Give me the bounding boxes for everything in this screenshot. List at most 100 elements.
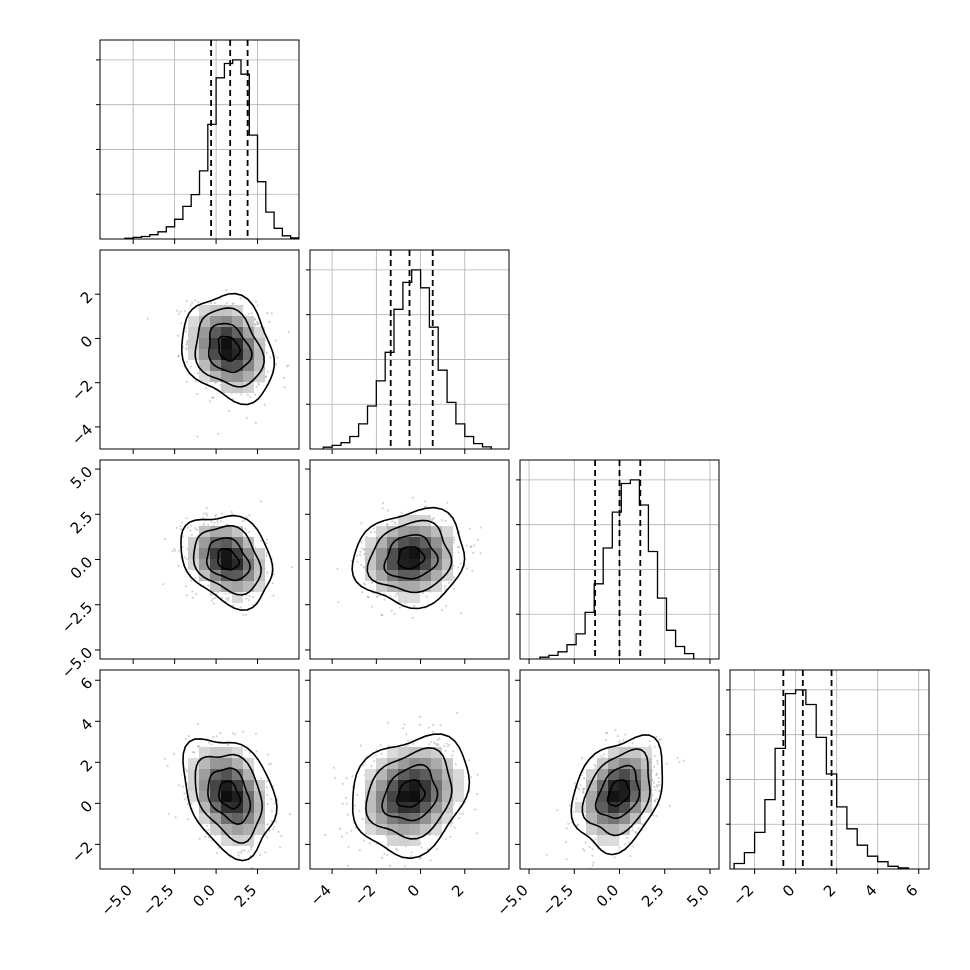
density-cell [232, 327, 243, 338]
contour-line [365, 746, 453, 840]
scatter-point [396, 849, 399, 852]
scatter-point [476, 773, 479, 776]
density-cell [221, 559, 232, 570]
density-cell [232, 758, 243, 769]
scatter-point [430, 740, 433, 743]
scatter-point [260, 539, 263, 542]
density-cell [232, 835, 243, 846]
scatter-point [444, 749, 447, 753]
density-cell [442, 769, 453, 780]
scatter-point [227, 743, 230, 747]
scatter-point [219, 732, 222, 735]
y-tick-label: 2.5 [67, 508, 97, 538]
scatter-point [191, 301, 194, 304]
density-cell [431, 769, 442, 780]
scatter-point [196, 745, 200, 748]
scatter-point [177, 549, 180, 552]
scatter-point [657, 781, 660, 784]
scatter-point [231, 513, 234, 516]
density-cell [210, 526, 221, 537]
scatter-point [283, 376, 286, 379]
scatter-point [453, 536, 456, 539]
density-cell [243, 327, 254, 338]
density-cell [243, 548, 254, 559]
density-cell [254, 780, 265, 791]
scatter-point [243, 849, 246, 852]
scatter-point [469, 545, 472, 548]
density-cell [221, 747, 232, 758]
scatter-point [189, 304, 192, 307]
x-tick-label: −5.0 [493, 881, 531, 919]
scatter-point [436, 877, 438, 879]
scatter-point [249, 396, 252, 399]
x-tick-label: −2.5 [539, 881, 577, 919]
scatter-point [186, 340, 189, 343]
density-cell [365, 548, 376, 559]
scatter-point [665, 762, 668, 765]
contour-line [366, 519, 453, 594]
scatter-point [205, 506, 208, 509]
density-cell [431, 802, 442, 813]
x-tick-label: 0.0 [189, 881, 219, 911]
scatter-point [658, 738, 661, 741]
scatter-point [395, 847, 398, 851]
scatter-point [221, 596, 224, 600]
scatter-point [658, 790, 661, 793]
contour-line [192, 525, 262, 596]
scatter-point [366, 595, 369, 599]
scatter-point [273, 802, 277, 805]
scatter-point [270, 820, 273, 823]
scatter-point [654, 788, 657, 792]
density-cell [387, 526, 398, 537]
scatter-point [266, 551, 269, 555]
scatter-point [230, 510, 233, 513]
scatter-point [594, 766, 597, 770]
scatter-point [471, 569, 474, 572]
scatter-point [215, 851, 218, 855]
scatter-point [205, 386, 208, 390]
scatter-point [583, 777, 586, 780]
density-cell [221, 581, 232, 592]
scatter-point [584, 841, 587, 844]
scatter-point [277, 830, 280, 834]
scatter-point [381, 614, 384, 617]
scatter-point [285, 365, 288, 368]
scatter-point [430, 519, 433, 522]
scatter-point [184, 330, 187, 333]
density-cell [210, 327, 221, 338]
scatter-point [452, 750, 455, 753]
density-cell [210, 570, 221, 581]
density-cell [431, 581, 442, 592]
scatter-point [195, 528, 198, 532]
scatter-point [582, 791, 585, 794]
scatter-point [564, 840, 567, 844]
scatter-point [659, 789, 662, 792]
density-cell [630, 813, 641, 824]
scatter-point [185, 517, 188, 520]
scatter-point [263, 403, 266, 406]
density-cell [420, 581, 431, 592]
density-cell [199, 371, 210, 382]
scatter-point [380, 613, 383, 616]
scatter-point [190, 534, 193, 537]
scatter-point [185, 342, 189, 345]
density-cell [641, 769, 652, 780]
scatter-point [268, 320, 271, 323]
scatter-point [196, 435, 199, 438]
scatter-point [283, 386, 286, 389]
density-cell [210, 791, 221, 802]
density-cell [199, 802, 210, 813]
x-tick-label: 0 [779, 881, 798, 900]
scatter-point [401, 727, 405, 730]
scatter-point [212, 735, 215, 739]
scatter-point [394, 594, 397, 598]
scatter-point [225, 301, 228, 304]
scatter-point [209, 302, 213, 305]
density-cell [232, 316, 243, 327]
density-cell [188, 349, 199, 360]
density-cell [199, 548, 210, 559]
contour-line [207, 322, 253, 374]
scatter-point [659, 738, 662, 741]
y-tick-label: −2 [68, 838, 96, 866]
scatter-point [257, 383, 260, 386]
